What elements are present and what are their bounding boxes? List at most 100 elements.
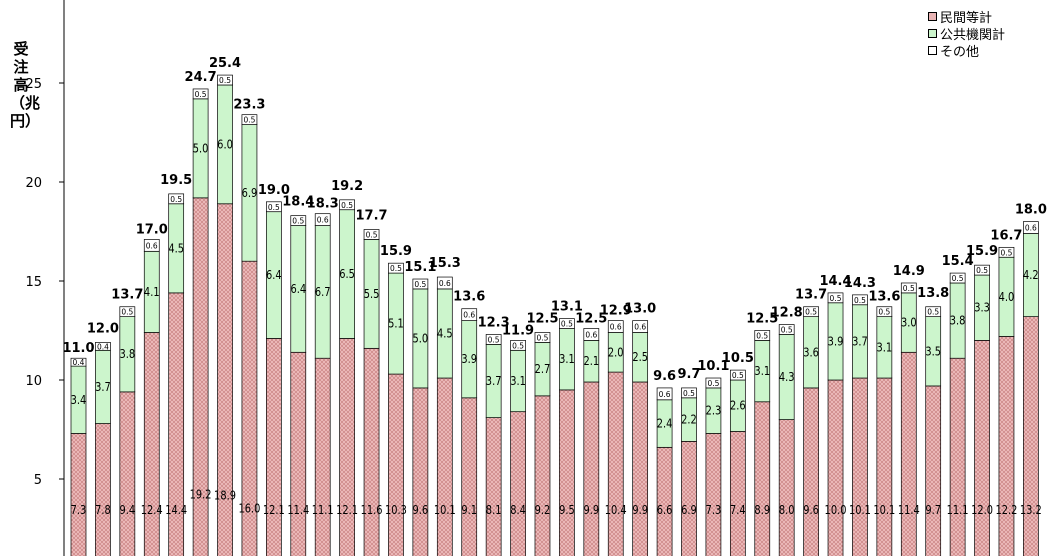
data-label-private: 11.6 <box>361 503 383 517</box>
bar-segment-other <box>974 264 990 276</box>
bar-segment-private <box>217 203 233 556</box>
data-label-other: 0.5 <box>683 389 695 398</box>
bar-segment-other <box>436 276 453 290</box>
bar-segment-private <box>876 377 893 556</box>
total-label: 9.6 <box>653 369 676 384</box>
bar-segment-other <box>363 229 380 240</box>
total-label: 13.6 <box>868 290 900 305</box>
data-label-other: 0.6 <box>610 323 622 332</box>
bar-segment-private <box>436 377 453 556</box>
bar-segment-private <box>412 387 429 556</box>
bar-segment-private <box>339 338 355 556</box>
total-label: 16.7 <box>990 228 1022 243</box>
data-label-public: 2.3 <box>706 404 722 418</box>
data-label-private: 10.4 <box>605 503 627 517</box>
total-label: 12.5 <box>575 312 607 327</box>
y-tick-label: 25 <box>25 77 42 92</box>
bar-segment-other <box>949 272 966 284</box>
bar-segment-other <box>1023 221 1039 234</box>
data-label-public: 6.7 <box>315 285 331 299</box>
total-label: 12.3 <box>478 315 510 330</box>
total-label: 10.5 <box>722 351 754 366</box>
bar-segment-private <box>949 357 966 556</box>
bar-segment-other <box>314 213 331 226</box>
bar-segment-private <box>461 397 478 556</box>
legend-item-private: 民間等計 <box>928 8 1005 26</box>
bar-segment-other <box>192 88 209 100</box>
bar-segment-private <box>681 441 697 556</box>
bar-segment-private <box>656 446 673 556</box>
total-label: 15.3 <box>429 256 461 271</box>
bar-segment-private <box>729 431 746 556</box>
data-label-other: 0.5 <box>390 264 402 273</box>
data-label-public: 3.8 <box>950 314 966 328</box>
data-label-private: 18.9 <box>214 489 236 503</box>
y-tick-label: 5 <box>34 473 42 488</box>
data-label-other: 0.5 <box>805 308 817 317</box>
bar-segment-other <box>510 340 526 351</box>
bar-segment-private <box>119 391 136 556</box>
y-axis-label: 受注高（兆円） <box>10 40 41 130</box>
data-label-private: 7.4 <box>730 503 746 517</box>
data-label-other: 0.5 <box>756 331 768 340</box>
bar-segment-other <box>852 294 868 306</box>
data-label-private: 7.8 <box>95 503 111 517</box>
data-label-other: 0.4 <box>97 342 109 351</box>
legend-item-other: その他 <box>928 42 1005 60</box>
bar-segment-private <box>852 377 868 556</box>
bar-segment-private <box>827 379 844 556</box>
legend-swatch-public <box>928 29 937 38</box>
total-label: 17.7 <box>356 209 388 224</box>
legend-swatch-private <box>928 12 937 21</box>
bar-segment-other <box>388 262 404 274</box>
bar-segment-other <box>778 324 795 335</box>
data-label-public: 5.5 <box>364 287 380 301</box>
data-label-public: 3.7 <box>95 380 111 394</box>
bar-segment-other <box>998 246 1015 258</box>
data-label-public: 4.1 <box>144 285 160 299</box>
total-label: 13.7 <box>111 288 143 303</box>
total-label: 15.1 <box>404 260 436 275</box>
data-label-other: 0.6 <box>463 311 475 320</box>
bar-segment-other <box>461 308 478 321</box>
data-label-public: 6.0 <box>217 137 233 151</box>
bar-segment-other <box>339 199 355 211</box>
data-label-private: 9.6 <box>803 503 819 517</box>
bar-segment-private <box>534 395 551 556</box>
bar-segment-other <box>559 318 575 329</box>
bar-segment-other <box>95 342 111 351</box>
data-label-private: 9.2 <box>535 503 551 517</box>
bar-segment-other <box>217 74 233 86</box>
data-label-other: 0.5 <box>561 320 573 329</box>
data-label-other: 0.5 <box>781 326 793 335</box>
bar-segment-private <box>388 373 404 556</box>
data-label-public: 3.1 <box>559 352 575 366</box>
data-label-public: 2.2 <box>681 413 697 427</box>
data-label-private: 11.4 <box>898 503 920 517</box>
bar-segment-other <box>754 330 771 341</box>
bar-segment-other <box>729 369 746 381</box>
data-label-public: 2.0 <box>608 345 624 359</box>
data-label-public: 3.0 <box>901 316 917 330</box>
data-label-other: 0.6 <box>317 216 329 225</box>
data-label-other: 0.5 <box>512 341 524 350</box>
y-tick-label: 20 <box>25 176 42 191</box>
bar-segment-private <box>485 417 502 556</box>
data-label-public: 6.9 <box>242 186 258 200</box>
data-label-public: 3.7 <box>486 374 502 388</box>
bar-segment-private <box>632 381 649 556</box>
data-label-other: 0.5 <box>292 217 304 226</box>
data-label-private: 9.7 <box>925 503 941 517</box>
bar-segment-private <box>607 371 624 556</box>
data-label-public: 2.5 <box>632 350 648 364</box>
data-label-other: 0.5 <box>243 116 255 125</box>
total-label: 18.4 <box>282 195 314 210</box>
y-tick-label: 15 <box>25 275 42 290</box>
bar-segment-private <box>266 338 282 556</box>
bar-segment-other <box>70 357 87 367</box>
total-label: 17.0 <box>136 222 168 237</box>
data-label-private: 19.2 <box>190 487 212 501</box>
data-label-private: 11.4 <box>287 503 309 517</box>
data-label-public: 6.4 <box>266 268 282 282</box>
bar-segment-private <box>778 419 795 556</box>
